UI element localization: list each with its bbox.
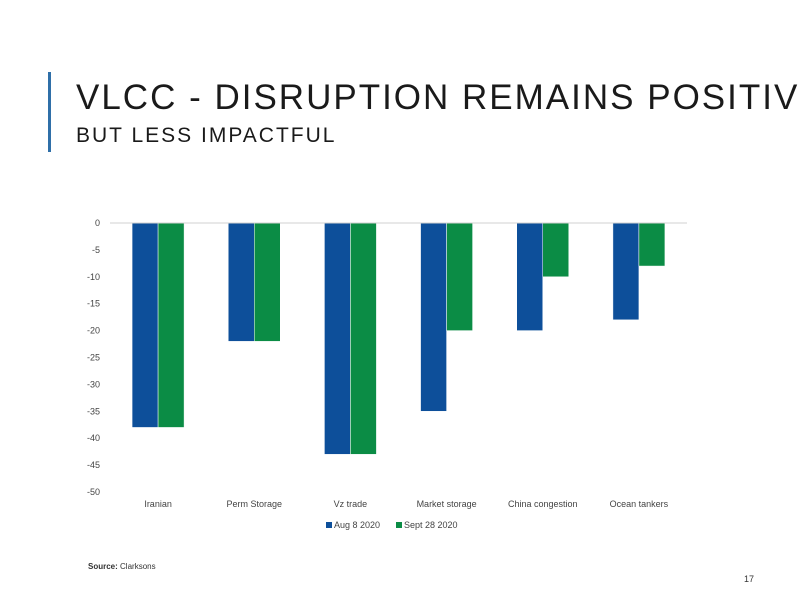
y-tick-label: -15 [87, 299, 100, 309]
y-tick-label: -20 [87, 326, 100, 336]
category-label: Iranian [144, 499, 172, 509]
y-tick-label: -45 [87, 460, 100, 470]
bar [516, 222, 543, 331]
page-number: 17 [744, 574, 755, 584]
legend-swatch [396, 522, 402, 528]
legend-label: Sept 28 2020 [404, 520, 458, 530]
bar [420, 222, 447, 412]
bar [446, 222, 473, 331]
source-value: Clarksons [120, 562, 156, 571]
category-label: Perm Storage [226, 499, 282, 509]
source-label: Source: [88, 562, 118, 571]
title-accent-bar [48, 72, 51, 152]
bar [638, 222, 666, 267]
y-tick-label: -25 [87, 353, 100, 363]
bar [254, 222, 281, 342]
y-tick-label: -50 [87, 487, 100, 497]
legend-label: Aug 8 2020 [334, 520, 380, 530]
bar [324, 222, 351, 455]
bar [542, 222, 569, 278]
source-note: Source: Clarksons [88, 562, 156, 571]
slide-title: VLCC - DISRUPTION REMAINS POSITIVE [76, 78, 800, 117]
bar [131, 222, 159, 428]
bar [350, 222, 377, 455]
legend-swatch [326, 522, 332, 528]
y-tick-label: 0 [95, 218, 100, 228]
y-tick-label: -5 [92, 245, 100, 255]
category-label: China congestion [508, 499, 578, 509]
y-tick-label: -30 [87, 379, 100, 389]
bar [157, 222, 185, 428]
category-label: Market storage [417, 499, 477, 509]
slide-subtitle: BUT LESS IMPACTFUL [76, 124, 337, 147]
category-label: Vz trade [334, 499, 368, 509]
bar [228, 222, 255, 342]
y-tick-label: -10 [87, 272, 100, 282]
y-tick-label: -35 [87, 406, 100, 416]
bar [612, 222, 640, 321]
y-tick-label: -40 [87, 433, 100, 443]
category-label: Ocean tankers [610, 499, 669, 509]
